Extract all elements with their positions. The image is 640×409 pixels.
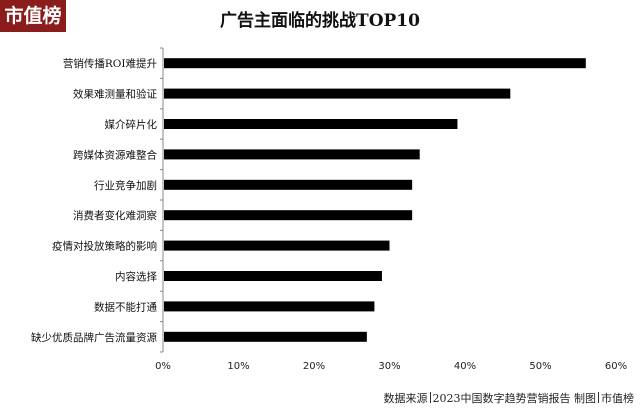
category-label: 内容选择: [115, 270, 157, 283]
x-tick-label: 60%: [605, 361, 627, 372]
category-label: 疫情对投放策略的影响: [52, 240, 157, 253]
category-label: 缺少优质品牌广告流量资源: [31, 331, 157, 344]
category-label: 效果难测量和验证: [73, 88, 157, 101]
footer-divider: [429, 392, 431, 403]
bar: [164, 58, 586, 69]
bar: [164, 240, 390, 251]
bar: [164, 331, 367, 342]
category-label: 行业竞争加剧: [94, 179, 157, 192]
bar: [164, 179, 413, 190]
brand-logo: 市值榜: [0, 0, 66, 32]
bar: [164, 88, 511, 99]
bar: [164, 271, 382, 281]
x-tick-label: 50%: [529, 361, 551, 372]
category-label: 营销传播ROI难提升: [63, 57, 157, 70]
category-label: 数据不能打通: [94, 300, 157, 313]
category-label: 媒介碎片化: [105, 118, 158, 131]
chart-footer: 数据来源 2023中国数字趋势营销报告 制图 市值榜: [383, 390, 634, 406]
source-text: 2023中国数字趋势营销报告: [432, 392, 571, 405]
x-tick-label: 10%: [227, 361, 249, 372]
source-label: 数据来源: [383, 392, 428, 405]
bar: [164, 119, 458, 129]
credit-label: 制图: [574, 392, 596, 405]
x-tick-label: 30%: [378, 361, 400, 372]
bar: [164, 301, 375, 312]
bar: [164, 210, 413, 221]
category-label: 跨媒体资源难整合: [73, 148, 157, 161]
bar: [164, 149, 420, 160]
x-tick-label: 0%: [155, 361, 171, 372]
category-label: 消费者变化难洞察: [73, 209, 157, 222]
x-tick-label: 20%: [303, 361, 325, 372]
footer-divider: [598, 392, 599, 403]
credit-text: 市值榜: [601, 392, 634, 405]
chart-title: 广告主面临的挑战TOP10: [220, 11, 420, 31]
x-tick-label: 40%: [454, 361, 476, 372]
